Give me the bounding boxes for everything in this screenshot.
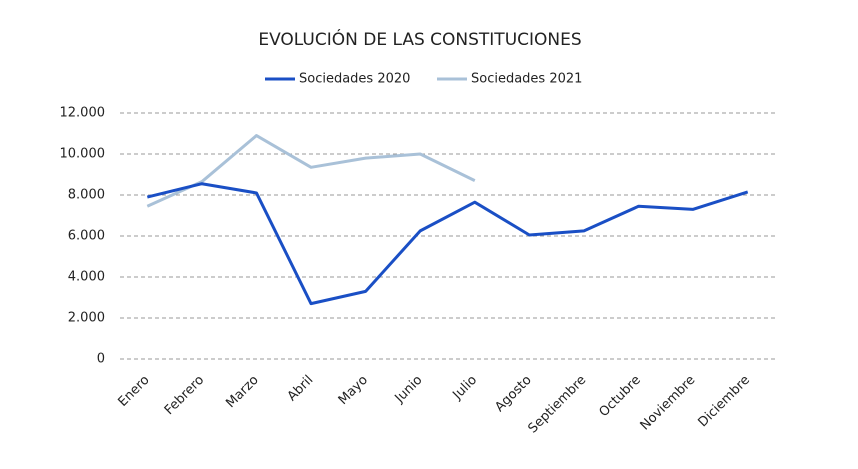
- x-tick-label: Diciembre: [695, 373, 753, 431]
- x-tick-label: Marzo: [223, 373, 261, 411]
- x-tick-label: Junio: [392, 373, 426, 407]
- y-tick-label: 8.000: [68, 188, 105, 203]
- y-tick-label: 2.000: [68, 311, 105, 326]
- x-tick-label: Noviembre: [638, 373, 699, 434]
- x-tick-label: Octubre: [596, 373, 643, 420]
- y-tick-label: 4.000: [68, 270, 105, 285]
- x-tick-label: Septiembre: [525, 373, 589, 437]
- x-tick-label: Mayo: [336, 373, 371, 408]
- series-line: [146, 182, 749, 306]
- legend-label: Sociedades 2020: [299, 72, 410, 87]
- series-line: [146, 134, 476, 208]
- x-tick-label: Febrero: [162, 373, 207, 418]
- y-tick-label: 12.000: [60, 106, 106, 121]
- x-tick-label: Agosto: [492, 373, 534, 415]
- x-tick-label: Enero: [115, 373, 152, 410]
- y-tick-label: 10.000: [60, 147, 106, 162]
- x-tick-label: Abril: [285, 373, 317, 405]
- legend-label: Sociedades 2021: [471, 72, 582, 87]
- x-tick-label: Julio: [450, 373, 481, 404]
- y-tick-label: 0: [97, 352, 105, 367]
- chart-title: EVOLUCIÓN DE LAS CONSTITUCIONES: [258, 28, 581, 50]
- y-tick-label: 6.000: [68, 229, 105, 244]
